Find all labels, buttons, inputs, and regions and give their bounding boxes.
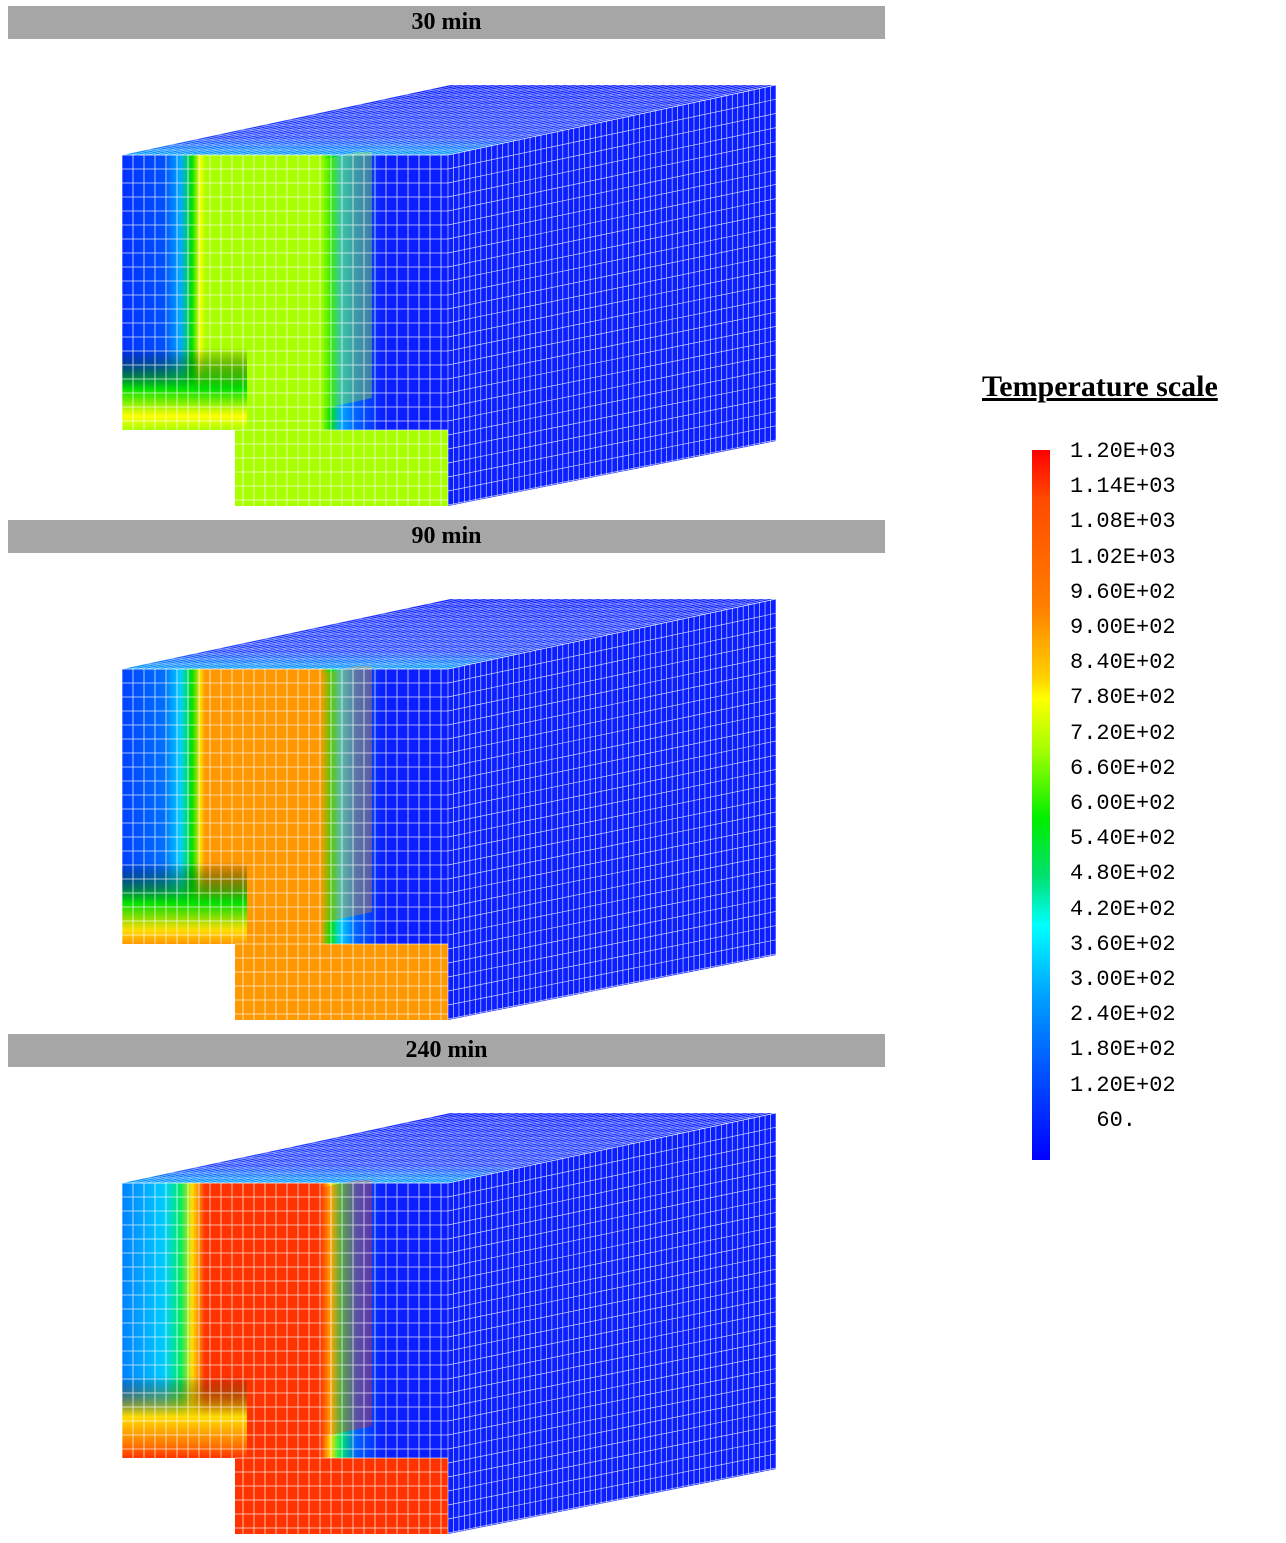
legend-label-18: 1.20E+02 — [1070, 1072, 1176, 1098]
legend-label-8: 7.20E+02 — [1070, 720, 1176, 746]
panel-title-2: 90 min — [8, 520, 885, 553]
thermal-model-240min — [121, 1112, 777, 1534]
legend-label-6: 8.40E+02 — [1070, 650, 1176, 676]
legend-label-0: 1.20E+03 — [1070, 439, 1176, 464]
panel-title-1: 30 min — [8, 6, 885, 39]
legend-label-19: 60. — [1070, 1107, 1137, 1133]
legend-label-1: 1.14E+03 — [1070, 474, 1176, 500]
legend-label-11: 5.40E+02 — [1070, 826, 1176, 852]
legend-label-17: 1.80E+02 — [1070, 1037, 1176, 1063]
thermal-model-90min — [121, 598, 777, 1020]
legend-label-9: 6.60E+02 — [1070, 755, 1176, 781]
legend-label-15: 3.00E+02 — [1070, 967, 1176, 992]
legend-title: Temperature scale — [982, 370, 1218, 403]
legend-label-5: 9.00E+02 — [1070, 615, 1176, 640]
legend-label-10: 6.00E+02 — [1070, 791, 1176, 816]
legend-label-2: 1.08E+03 — [1070, 509, 1176, 535]
legend-label-3: 1.02E+03 — [1070, 544, 1176, 570]
panel-title-3: 240 min — [8, 1034, 885, 1067]
legend-label-16: 2.40E+02 — [1070, 1002, 1176, 1028]
temperature-color-bar — [1032, 450, 1050, 1160]
legend-label-13: 4.20E+02 — [1070, 896, 1176, 922]
legend-label-14: 3.60E+02 — [1070, 931, 1176, 957]
legend-label-4: 9.60E+02 — [1070, 579, 1176, 605]
legend-label-7: 7.80E+02 — [1070, 685, 1176, 711]
legend-label-12: 4.80E+02 — [1070, 861, 1176, 887]
thermal-model-30min — [121, 84, 777, 506]
